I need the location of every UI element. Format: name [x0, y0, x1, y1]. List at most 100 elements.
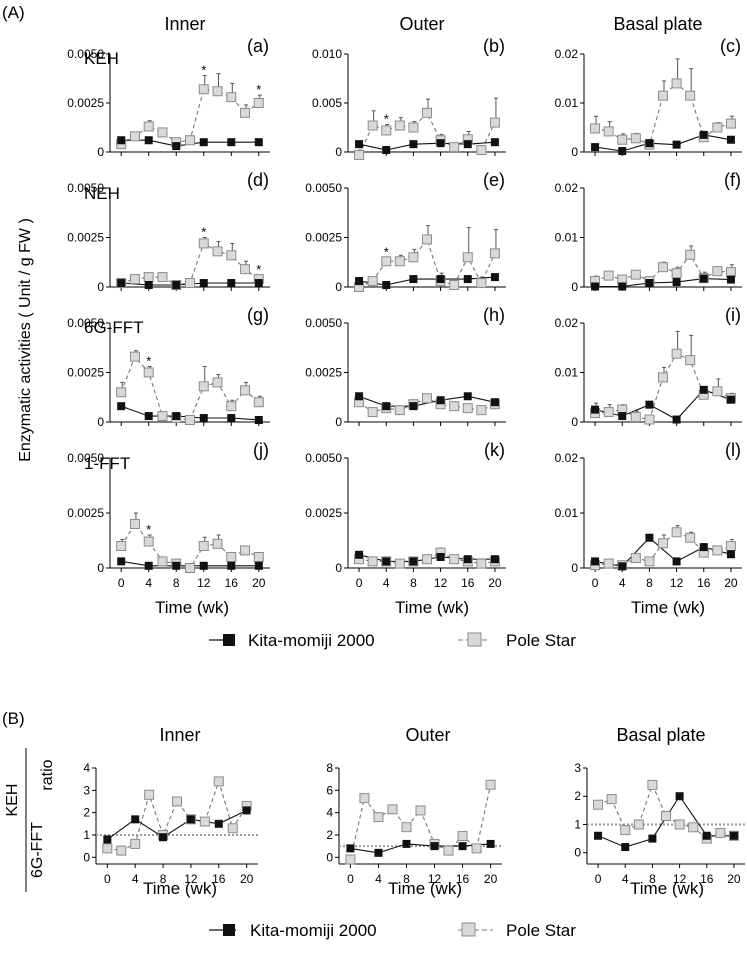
- data-point-pole-star: [712, 122, 723, 133]
- x-axis-label-basal: Time (wk): [631, 598, 705, 617]
- data-point-pole-star: [116, 387, 127, 398]
- data-point-kita-momiji: [672, 415, 681, 424]
- data-point-pole-star: [157, 411, 168, 422]
- y-tick-label: 0.0050: [67, 181, 104, 195]
- y-tick-label: 2: [83, 806, 90, 820]
- data-point-pole-star: [185, 278, 195, 289]
- data-point-kita-momiji: [699, 274, 708, 283]
- y-tick-label: 0.0025: [67, 231, 104, 245]
- data-point-pole-star: [603, 270, 614, 281]
- data-point-kita-momiji: [645, 279, 654, 288]
- data-point-pole-star: [408, 122, 419, 133]
- column-header-basal: Basal plate: [613, 14, 702, 34]
- data-point-kita-momiji: [430, 842, 439, 851]
- data-point-pole-star: [443, 845, 454, 856]
- data-point-pole-star: [157, 127, 168, 138]
- data-point-pole-star: [367, 407, 378, 418]
- data-point-pole-star: [671, 268, 682, 279]
- data-point-kita-momiji: [374, 848, 383, 857]
- data-point-kita-momiji: [144, 412, 153, 421]
- data-point-pole-star: [253, 397, 264, 408]
- data-point-kita-momiji: [463, 392, 472, 401]
- data-point-pole-star: [129, 131, 140, 142]
- data-point-pole-star: [685, 532, 696, 543]
- data-point-kita-momiji: [726, 550, 735, 559]
- data-point-pole-star: [185, 563, 195, 573]
- legend-a: Kita-momiji 2000 Pole Star: [209, 631, 576, 650]
- x-axis-label-b-outer: Time (wk): [388, 879, 462, 898]
- data-point-pole-star: [116, 541, 127, 551]
- data-point-pole-star: [394, 558, 405, 569]
- y-tick-label: 0: [574, 846, 581, 860]
- data-point-pole-star: [408, 252, 419, 263]
- chart-panel-k: 0 0.0025 0.0050 0 4 8 12 16 20 (k): [305, 440, 506, 590]
- data-point-pole-star: [240, 107, 251, 118]
- series-line-pole-star: [595, 352, 732, 421]
- panel-label: (j): [253, 440, 269, 460]
- x-tick-label: 8: [173, 576, 180, 590]
- data-point-pole-star: [658, 372, 668, 383]
- legend-b-pole-marker: [461, 922, 476, 937]
- y-tick-label: 0.0025: [305, 506, 342, 520]
- data-point-kita-momiji: [436, 139, 445, 148]
- data-point-kita-momiji: [346, 844, 355, 853]
- y-tick-label: 0: [335, 145, 342, 159]
- chart-panel-l: 0 0.01 0.02 0 4 8 12 16 20 (l): [555, 440, 742, 590]
- data-point-kita-momiji: [199, 561, 208, 570]
- chart-panel-c: 0 0.01 0.02 (c): [555, 36, 742, 159]
- column-header-b-basal: Basal plate: [616, 725, 705, 745]
- data-point-kita-momiji: [172, 561, 181, 570]
- series-line-kita-momiji: [597, 795, 734, 848]
- data-point-pole-star: [712, 545, 723, 556]
- x-tick-label: 8: [160, 872, 167, 886]
- y-tick-label: 0.0050: [67, 451, 104, 465]
- data-point-kita-momiji: [144, 561, 153, 570]
- data-point-pole-star: [143, 536, 154, 547]
- x-tick-label: 20: [252, 576, 266, 590]
- y-tick-label: 0.010: [312, 47, 342, 61]
- data-point-kita-momiji: [254, 138, 263, 147]
- x-tick-label: 12: [184, 872, 198, 886]
- data-point-pole-star: [630, 553, 641, 564]
- series-line-kita-momiji: [106, 809, 247, 840]
- data-point-kita-momiji: [702, 831, 711, 840]
- data-point-kita-momiji: [591, 143, 600, 152]
- x-tick-label: 16: [225, 576, 239, 590]
- data-point-kita-momiji: [645, 533, 654, 542]
- data-point-pole-star: [253, 98, 264, 108]
- data-point-pole-star: [253, 552, 264, 562]
- data-point-pole-star: [157, 556, 168, 567]
- data-point-pole-star: [449, 142, 460, 153]
- data-point-kita-momiji: [490, 398, 499, 407]
- data-point-pole-star: [603, 126, 614, 137]
- data-point-pole-star: [240, 264, 251, 275]
- data-point-pole-star: [671, 78, 682, 89]
- x-tick-label: 12: [670, 576, 684, 590]
- y-tick-label: 2: [326, 828, 333, 842]
- data-point-kita-momiji: [227, 414, 236, 423]
- x-tick-label: 8: [410, 576, 417, 590]
- significance-asterisk: *: [146, 522, 151, 537]
- series-line-kita-momiji: [358, 141, 495, 151]
- chart-panel-a: 0 0.0025 0.0050 (a) * *: [67, 36, 270, 159]
- y-tick-label: 1: [83, 828, 90, 842]
- x-tick-label: 16: [697, 576, 711, 590]
- data-point-pole-star: [712, 386, 723, 397]
- y-tick-label: 0: [571, 145, 578, 159]
- ratio-label: KEH 6G-FFT ratio: [4, 748, 56, 892]
- data-point-kita-momiji: [490, 138, 499, 147]
- data-point-kita-momiji: [699, 543, 708, 552]
- legend-b-pole-label: Pole Star: [506, 921, 576, 940]
- row-label-1fft: 1-FFT: [84, 454, 130, 473]
- data-point-kita-momiji: [591, 557, 600, 566]
- data-point-pole-star: [725, 541, 736, 551]
- data-point-pole-star: [212, 538, 223, 549]
- data-point-pole-star: [240, 385, 251, 396]
- significance-asterisk: *: [201, 63, 206, 78]
- data-point-kita-momiji: [254, 561, 263, 570]
- data-point-kita-momiji: [648, 834, 657, 843]
- x-tick-label: 4: [619, 576, 626, 590]
- panel-label: (h): [483, 305, 505, 325]
- y-tick-label: 0: [335, 415, 342, 429]
- data-point-pole-star: [590, 123, 601, 134]
